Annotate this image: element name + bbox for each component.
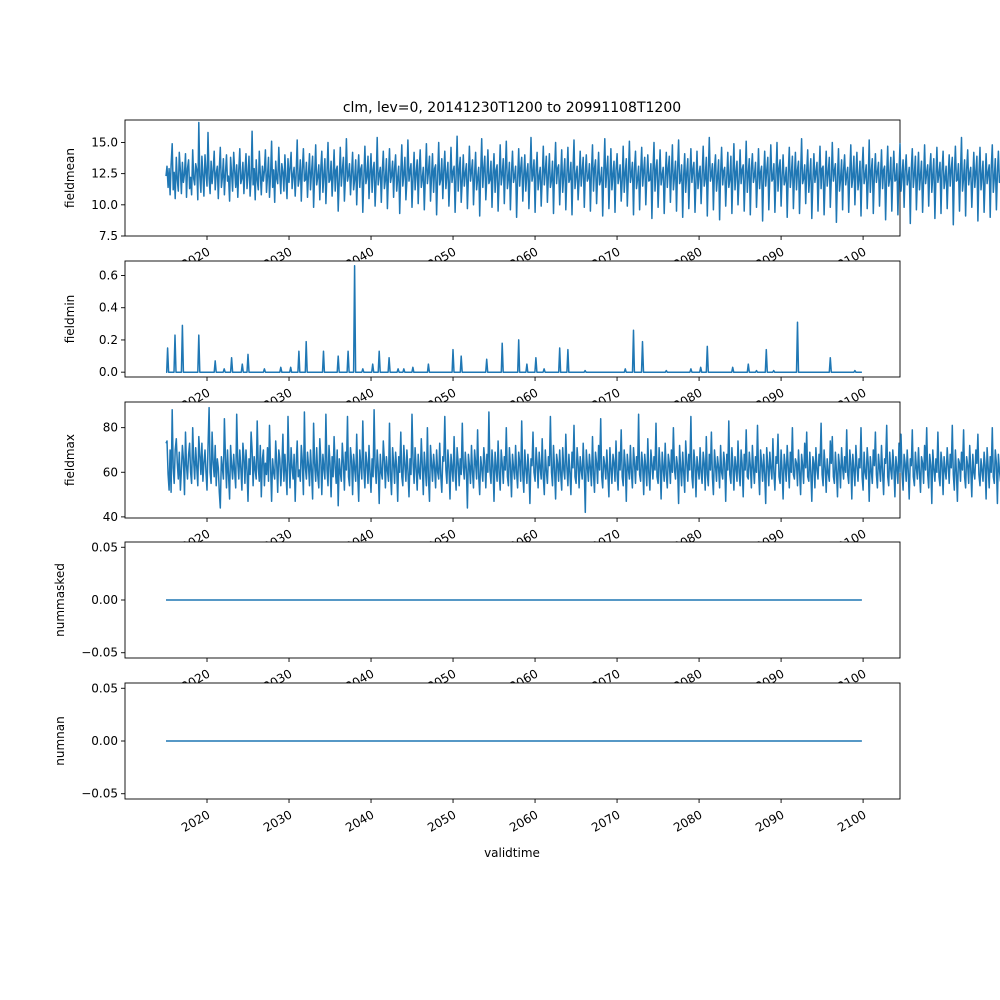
y-tick-label: 12.5 xyxy=(91,167,118,181)
y-axis-label-nummasked: nummasked xyxy=(53,563,67,637)
y-tick-label: 0.2 xyxy=(99,333,118,347)
series-line-fieldmean xyxy=(165,121,1000,226)
y-tick-label: 7.5 xyxy=(99,229,118,243)
y-axis-label-fieldmean: fieldmean xyxy=(63,148,77,208)
y-tick-label: 15.0 xyxy=(91,135,118,149)
y-axis-label-fieldmax: fieldmax xyxy=(63,434,77,486)
y-tick-label: 0.4 xyxy=(99,301,118,315)
y-tick-label: 0.00 xyxy=(91,734,118,748)
y-tick-label: 10.0 xyxy=(91,198,118,212)
y-tick-label: 0.00 xyxy=(91,593,118,607)
y-tick-label: 80 xyxy=(103,421,118,435)
x-axis-label: validtime xyxy=(484,846,540,860)
y-tick-label: 40 xyxy=(103,510,118,524)
y-axis-label-numnan: numnan xyxy=(53,716,67,765)
y-tick-label: 0.05 xyxy=(91,540,118,554)
y-tick-label: 0.6 xyxy=(99,269,118,283)
y-tick-label: 0.05 xyxy=(91,681,118,695)
y-tick-label: 60 xyxy=(103,465,118,479)
y-tick-label: 0.0 xyxy=(99,365,118,379)
y-tick-label: −0.05 xyxy=(81,646,118,660)
plot-frame-fieldmin xyxy=(124,260,901,378)
series-line-fieldmin xyxy=(165,265,862,373)
y-tick-label: −0.05 xyxy=(81,787,118,801)
y-axis-label-fieldmin: fieldmin xyxy=(63,295,77,344)
series-line-fieldmax xyxy=(165,406,1000,514)
figure-title: clm, lev=0, 20141230T1200 to 20991108T12… xyxy=(343,100,681,116)
